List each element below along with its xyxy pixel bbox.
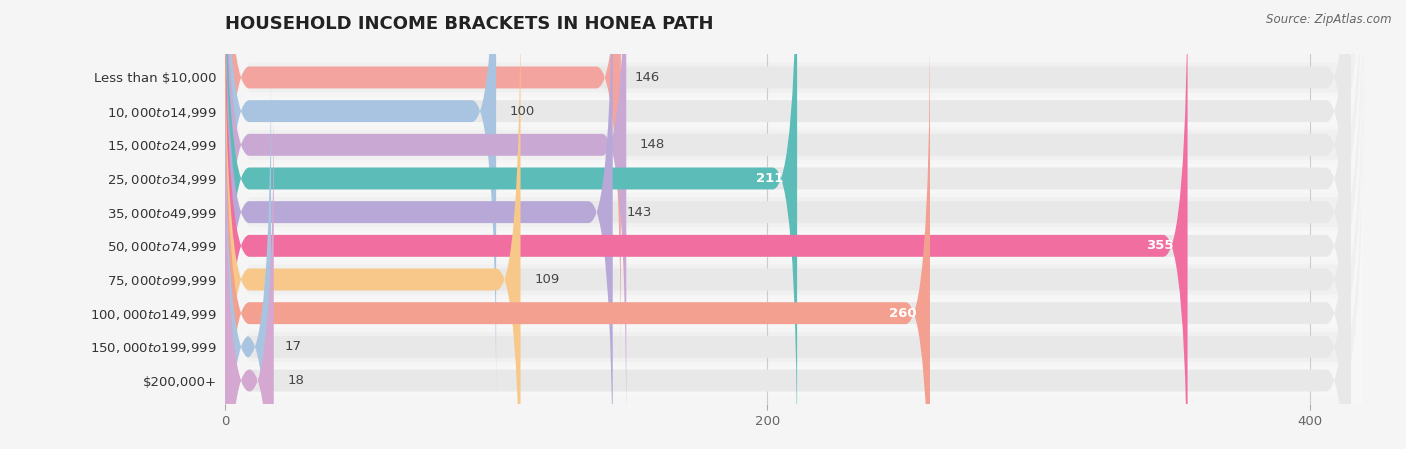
FancyBboxPatch shape <box>225 0 1350 449</box>
Text: 109: 109 <box>534 273 560 286</box>
FancyBboxPatch shape <box>225 0 496 403</box>
FancyBboxPatch shape <box>225 0 1350 370</box>
FancyBboxPatch shape <box>225 55 1350 449</box>
FancyBboxPatch shape <box>225 0 1364 399</box>
FancyBboxPatch shape <box>225 0 1364 433</box>
FancyBboxPatch shape <box>225 21 1350 449</box>
FancyBboxPatch shape <box>225 0 1364 449</box>
Text: 100: 100 <box>510 105 534 118</box>
FancyBboxPatch shape <box>225 21 929 449</box>
Text: 211: 211 <box>756 172 783 185</box>
FancyBboxPatch shape <box>225 0 1364 449</box>
FancyBboxPatch shape <box>225 0 1364 449</box>
FancyBboxPatch shape <box>225 59 1364 449</box>
Text: 260: 260 <box>889 307 917 320</box>
Text: 355: 355 <box>1146 239 1174 252</box>
FancyBboxPatch shape <box>225 0 1350 449</box>
Text: 148: 148 <box>640 138 665 151</box>
FancyBboxPatch shape <box>225 0 797 449</box>
Text: HOUSEHOLD INCOME BRACKETS IN HONEA PATH: HOUSEHOLD INCOME BRACKETS IN HONEA PATH <box>225 15 713 33</box>
FancyBboxPatch shape <box>225 0 1350 437</box>
FancyBboxPatch shape <box>225 25 1364 449</box>
FancyBboxPatch shape <box>225 55 271 449</box>
FancyBboxPatch shape <box>225 0 613 449</box>
FancyBboxPatch shape <box>225 0 1364 449</box>
Text: 18: 18 <box>287 374 304 387</box>
FancyBboxPatch shape <box>225 0 626 437</box>
Text: 17: 17 <box>284 340 302 353</box>
FancyBboxPatch shape <box>225 0 520 449</box>
Text: Source: ZipAtlas.com: Source: ZipAtlas.com <box>1267 13 1392 26</box>
FancyBboxPatch shape <box>225 88 1350 449</box>
FancyBboxPatch shape <box>225 0 1350 403</box>
FancyBboxPatch shape <box>225 88 274 449</box>
Text: 146: 146 <box>634 71 659 84</box>
FancyBboxPatch shape <box>225 0 1364 449</box>
Text: 143: 143 <box>626 206 651 219</box>
FancyBboxPatch shape <box>225 0 1188 449</box>
FancyBboxPatch shape <box>225 0 1364 449</box>
FancyBboxPatch shape <box>225 0 1350 449</box>
FancyBboxPatch shape <box>225 0 1350 449</box>
FancyBboxPatch shape <box>225 0 621 370</box>
